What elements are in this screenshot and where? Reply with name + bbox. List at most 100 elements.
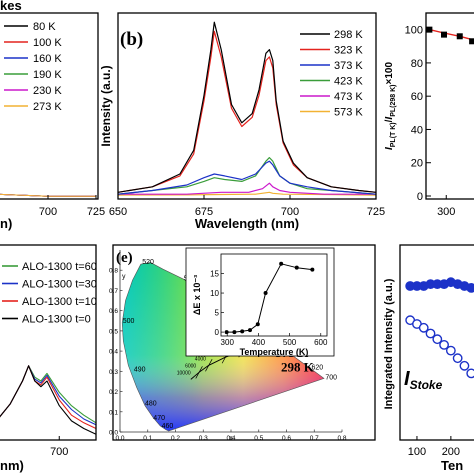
inset-xlabel: Temperature (K) bbox=[240, 347, 309, 357]
panel-b-ticklabel-3: 725 bbox=[367, 206, 385, 218]
panel-c-yticks: 0 20 40 60 80 100 bbox=[405, 25, 431, 203]
panel-f-istoke-main: I bbox=[404, 368, 410, 390]
panel-d-series-0 bbox=[0, 365, 97, 424]
cie-wavelength-label-6: 460 bbox=[162, 423, 174, 430]
panel-f-xticks: 100 200 bbox=[408, 436, 460, 458]
cie-inset: 300 400 500 600 0 5 10 15 Temperature (K) ΔE x 10… bbox=[185, 247, 335, 357]
panel-f-series-1-point-5 bbox=[439, 339, 449, 350]
panel-c-ticklabel-0: 300 bbox=[437, 206, 455, 218]
inset-yticklabel-1: 5 bbox=[215, 309, 220, 318]
panel-b-series-4 bbox=[118, 182, 376, 195]
panel-f-ticklabel-1: 200 bbox=[442, 446, 460, 458]
cie-cct-label-1: 6000 bbox=[185, 363, 196, 369]
panel-d-legend: ALO-1300 t=60 ALO-1300 t=30 ALO-1300 t=10 A… bbox=[2, 261, 97, 326]
cie-isotherm-1 bbox=[195, 366, 203, 379]
cie-xticklabel-4: 0.4 bbox=[226, 435, 235, 442]
panel-e-label: (e) bbox=[116, 250, 133, 266]
inset-yticklabel-3: 15 bbox=[210, 270, 219, 279]
panel-b-series-0 bbox=[117, 21, 377, 193]
cie-yticklabel-5: 0.5 bbox=[109, 328, 118, 335]
panel-a-legend-label-1: 100 K bbox=[33, 37, 62, 49]
cie-xticklabel-2: 0.2 bbox=[171, 435, 180, 442]
cie-annotation-1: 298 K bbox=[281, 359, 315, 374]
panel-d-legend-label-3: ALO-1300 t=0 bbox=[22, 314, 91, 326]
panel-b-ticklabel-2: 700 bbox=[281, 206, 299, 218]
inset-background bbox=[185, 247, 335, 357]
panel-e: 0.0 0.1 0.2 0.3 0.4 0.5 0.6 0.7 0.8 0.0 0.1 0.2 0.3 0… bbox=[109, 244, 376, 442]
panel-c-yticklabel-0: 0 bbox=[417, 191, 423, 203]
panel-b-ylabel: Intensity (a.u.) bbox=[99, 65, 113, 146]
cie-isotherm-2 bbox=[205, 359, 213, 372]
cie-xticklabel-7: 0.7 bbox=[310, 435, 319, 442]
panel-d-xlabel: nm) bbox=[0, 458, 24, 473]
inset-point-8 bbox=[310, 267, 315, 272]
panel-b-frame bbox=[117, 12, 377, 200]
panel-c-frame bbox=[425, 12, 474, 200]
cie-xlabel: x bbox=[229, 435, 233, 442]
panel-b-xlabel: Wavelength (nm) bbox=[195, 216, 299, 231]
panel-d: ALO-1300 t=60 ALO-1300 t=30 ALO-1300 t=10 A… bbox=[0, 244, 97, 473]
inset-xticklabel-0: 300 bbox=[221, 338, 235, 347]
panel-a-legend-label-2: 160 K bbox=[33, 53, 62, 65]
panel-c: 0 20 40 60 80 100 300 IPL(T K)/IPL(298 K)×100 bbox=[384, 12, 474, 218]
cie-wavelength-label-8: 700 bbox=[325, 374, 337, 381]
panel-b-label: (b) bbox=[120, 29, 143, 50]
panel-f: 100 200 Ten Integrated Intensity (a.u.) I… bbox=[383, 244, 474, 473]
panel-f-ylabel: Integrated Intensity (a.u.) bbox=[383, 278, 395, 409]
cie-yticklabel-2: 0.2 bbox=[109, 389, 118, 396]
panel-d-plot bbox=[0, 365, 97, 435]
panel-f-series-1-point-6 bbox=[445, 345, 456, 356]
panel-f-series-1-point-9 bbox=[466, 368, 474, 379]
panel-c-yticklabel-1: 20 bbox=[411, 158, 423, 170]
panel-b-legend: 298 K 323 K 373 K 423 K 473 K 573 K bbox=[300, 29, 363, 119]
panel-b: (b) 298 K 323 K 373 K 423 K 473 K 573 K 650 67… bbox=[99, 12, 385, 231]
panel-d-legend-label-2: ALO-1300 t=10 bbox=[22, 296, 97, 308]
panel-d-ticklabel-0: 700 bbox=[50, 446, 68, 458]
panel-f-istoke-sub: Stoke bbox=[410, 378, 443, 392]
panel-c-yticklabel-4: 80 bbox=[411, 58, 423, 70]
panel-f-frame bbox=[399, 244, 474, 441]
panel-b-legend-label-1: 323 K bbox=[334, 45, 363, 57]
panel-b-ticklabel-1: 675 bbox=[195, 206, 213, 218]
panel-f-series-1-point-7 bbox=[452, 353, 463, 364]
panel-c-point-1 bbox=[441, 31, 447, 38]
panel-a-xticks: 700 725 bbox=[39, 195, 105, 218]
panel-c-point-2 bbox=[456, 33, 463, 40]
cie-xticklabel-1: 0.1 bbox=[143, 435, 152, 442]
cie-wavelength-label-4: 480 bbox=[145, 401, 157, 408]
inset-point-0 bbox=[224, 330, 229, 335]
inset-yticklabel-2: 10 bbox=[210, 289, 219, 298]
panel-f-series-1-point-3 bbox=[425, 328, 436, 339]
inset-frame bbox=[220, 253, 328, 337]
cie-axes: 0.0 0.1 0.2 0.3 0.4 0.5 0.6 0.7 0.8 0.0 0.1 0.2 0.3 0… bbox=[109, 250, 347, 442]
cie-wavelength-label-2: 500 bbox=[123, 318, 135, 325]
inset-xticklabel-2: 500 bbox=[283, 338, 297, 347]
inset-point-5 bbox=[263, 291, 268, 296]
panel-d-frame bbox=[0, 244, 97, 441]
panel-f-series-0-point-9 bbox=[466, 283, 474, 293]
inset-point-6 bbox=[279, 261, 284, 266]
panel-b-legend-label-0: 298 K bbox=[334, 29, 363, 41]
panel-b-plot bbox=[117, 21, 377, 196]
panel-a-legend-label-3: 190 K bbox=[33, 69, 62, 81]
inset-point-7 bbox=[294, 265, 299, 270]
panel-b-legend-label-5: 573 K bbox=[334, 107, 363, 119]
panel-d-legend-label-0: ALO-1300 t=60 bbox=[22, 261, 97, 273]
panel-c-yticklabel-5: 100 bbox=[405, 25, 423, 37]
panel-b-legend-label-2: 373 K bbox=[334, 60, 363, 72]
cie-wavelength-label-5: 470 bbox=[153, 415, 165, 422]
cie-yticklabel-4: 0.4 bbox=[109, 349, 118, 356]
cie-yticklabel-3: 0.3 bbox=[109, 369, 118, 376]
panel-b-series-5 bbox=[117, 191, 377, 196]
panel-a: kes 80 K 100 K 160 K 190 K 230 K 273 K 700 725… bbox=[0, 0, 105, 231]
panel-f-ticklabel-0: 100 bbox=[408, 446, 426, 458]
panel-b-series-1 bbox=[117, 30, 377, 193]
panel-f-istoke-label: IStoke bbox=[404, 368, 443, 392]
panel-c-yticklabel-2: 40 bbox=[411, 124, 423, 136]
inset-point-3 bbox=[247, 328, 252, 333]
panel-d-xticks: 700 bbox=[50, 436, 68, 458]
cie-yticklabel-1: 0.1 bbox=[109, 409, 118, 416]
cie-yticklabel-7: 0.7 bbox=[109, 288, 118, 295]
panel-d-legend-label-1: ALO-1300 t=30 bbox=[22, 279, 97, 291]
panel-a-ticklabel-1: 725 bbox=[87, 206, 105, 218]
